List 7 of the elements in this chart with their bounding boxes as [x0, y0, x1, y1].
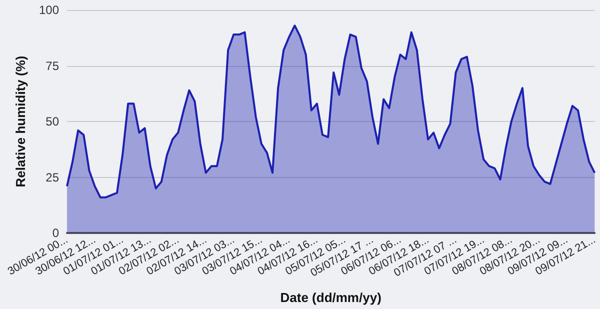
- y-tick-label: 0: [52, 226, 60, 240]
- y-tick-label: 100: [38, 3, 60, 17]
- y-tick-label: 25: [46, 170, 60, 184]
- y-tick-label: 75: [46, 58, 60, 73]
- y-axis-title: Relative humidity (%): [13, 56, 28, 188]
- x-axis-title: Date (dd/mm/yy): [280, 290, 382, 305]
- y-tick-label: 50: [46, 114, 60, 128]
